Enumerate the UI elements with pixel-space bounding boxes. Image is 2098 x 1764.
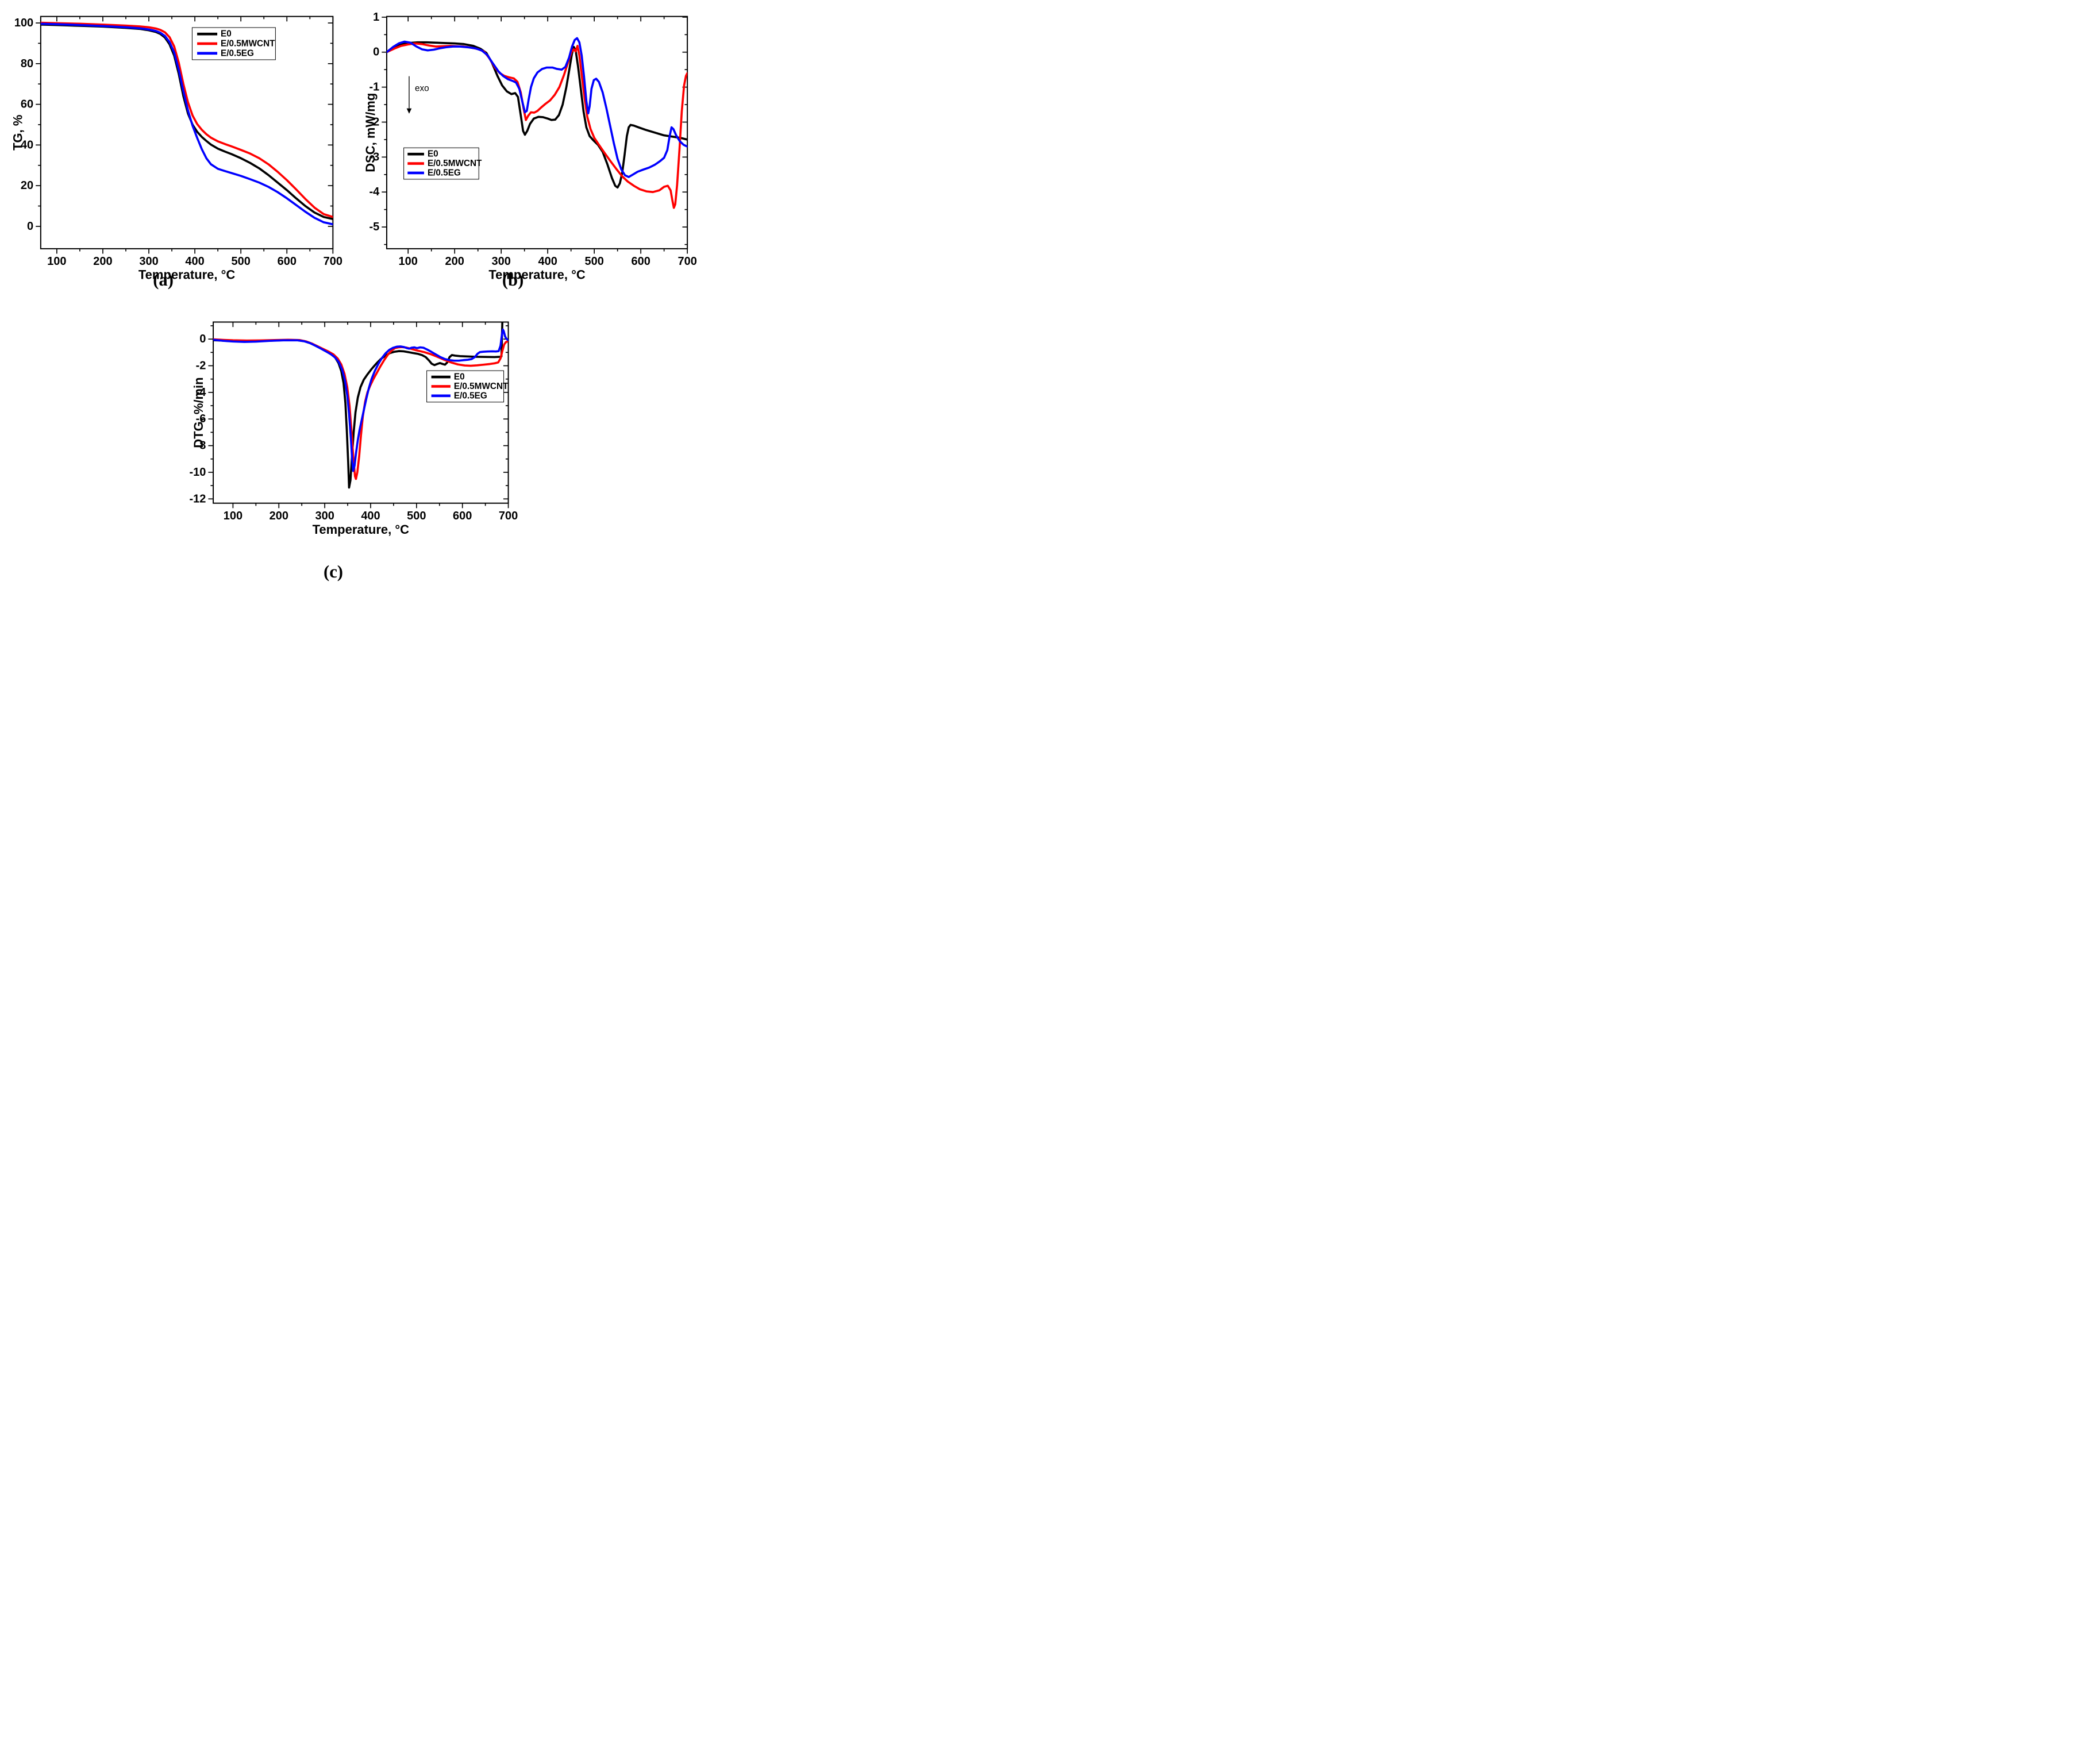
legend-label: E/0.5MWCNT <box>428 159 482 168</box>
y-tick-label: 60 <box>21 98 33 111</box>
figure-page: 100 200 300 400 500 600 700 0 20 40 60 80 100 Tempera… <box>0 0 699 588</box>
legend-label: E/0.5MWCNT <box>221 38 275 48</box>
x-axis-title: Temperature, °C <box>138 268 236 282</box>
y-tick-label: -2 <box>196 360 206 372</box>
y-tick-label: -2 <box>369 115 380 128</box>
chart-c: 100 200 300 400 500 600 700 0 -2 -4 -6 -8 -10 -12 Temp… <box>190 321 518 537</box>
thermal-analysis-figure: 100 200 300 400 500 600 700020406080100Tempera… <box>0 0 699 588</box>
axes-box <box>213 321 509 504</box>
x-tick-label: 500 <box>407 510 426 522</box>
y-tick-label: -8 <box>196 440 206 452</box>
x-tick-label: 600 <box>453 510 472 522</box>
y-tick-label: -12 <box>190 492 206 505</box>
y-axis-title: TG, % <box>10 115 25 151</box>
y-tick-label: 80 <box>21 57 33 70</box>
legend-label: E/0.5EG <box>428 168 461 178</box>
series-E0 <box>40 23 333 221</box>
charts-group: 100 200 300 400 500 600 700020406080100Tempera… <box>10 11 696 537</box>
x-tick-label: 400 <box>361 510 380 522</box>
y-tick-label: 1 <box>373 11 379 24</box>
x-tick-label: 300 <box>315 510 334 522</box>
exo-label: exo <box>415 83 429 93</box>
x-tick-label: 300 <box>139 255 158 268</box>
axes-box <box>386 16 688 249</box>
x-tick-label: 600 <box>278 255 297 268</box>
x-tick-label: 200 <box>93 255 112 268</box>
x-tick-label: 700 <box>324 255 342 268</box>
y-tick-label: -4 <box>196 386 206 399</box>
down-arrow-head-icon <box>406 108 412 114</box>
y-axis-title: DSC, mW/mg <box>363 93 378 172</box>
y-tick-label: -6 <box>196 413 206 425</box>
series-E-0-5EG <box>386 37 688 178</box>
x-tick-label: 100 <box>224 510 242 522</box>
x-tick-label: 600 <box>631 255 650 268</box>
legend-label: E/0.5EG <box>221 48 254 58</box>
series-E0 <box>386 41 688 189</box>
legend-label: E0 <box>454 372 465 382</box>
series-E-0-5EG <box>213 328 509 472</box>
y-tick-label: 100 <box>14 17 33 29</box>
exo-annotation: exo <box>406 76 429 114</box>
series-group <box>40 21 333 226</box>
y-tick-label: 0 <box>373 46 379 59</box>
x-tick-label: 700 <box>677 255 696 268</box>
series-group <box>386 37 688 209</box>
x-axis-title: Temperature, °C <box>488 268 586 282</box>
series-E-0-5MWCNT <box>386 42 688 209</box>
chart-a: 100 200 300 400 500 600 700 0 20 40 60 80 100 Tempera… <box>10 16 342 282</box>
series-group <box>213 322 509 489</box>
y-tick-label: -5 <box>369 221 380 233</box>
y-axis-title: DTG, %/min <box>191 377 206 448</box>
y-tick-label: -4 <box>369 186 380 198</box>
series-E-0-5EG <box>40 22 333 226</box>
y-tick-label: -10 <box>190 466 206 479</box>
legend-label: E0 <box>428 149 438 159</box>
legend-label: E/0.5MWCNT <box>454 382 509 391</box>
series-E-0-5MWCNT <box>40 21 333 218</box>
caption-a: (a) <box>153 270 174 290</box>
y-tick-label: 0 <box>199 333 206 345</box>
chart-b: 100 200 300 400 500 600 700 1 0 -1 -2 -3 -4 -5 Tempera… <box>363 11 697 282</box>
x-tick-label: 200 <box>270 510 288 522</box>
legend-label: E0 <box>221 29 232 39</box>
caption-b: (b) <box>502 270 523 290</box>
x-tick-label: 300 <box>492 255 511 268</box>
legend-label: E/0.5EG <box>454 391 487 400</box>
axes-box <box>40 16 334 249</box>
x-tick-label: 100 <box>399 255 418 268</box>
x-tick-label: 500 <box>584 255 603 268</box>
caption-c: (c) <box>324 562 343 581</box>
y-tick-label: -3 <box>369 151 380 163</box>
x-tick-label: 100 <box>47 255 66 268</box>
x-tick-label: 400 <box>538 255 557 268</box>
x-tick-label: 700 <box>499 510 518 522</box>
y-tick-label: 40 <box>21 138 33 151</box>
y-tick-label: 20 <box>21 179 33 192</box>
x-tick-label: 400 <box>185 255 204 268</box>
y-tick-label: -1 <box>369 81 380 94</box>
x-axis-title: Temperature, °C <box>313 522 410 537</box>
x-tick-label: 200 <box>445 255 464 268</box>
y-tick-label: 0 <box>27 220 33 233</box>
x-tick-label: 500 <box>232 255 251 268</box>
